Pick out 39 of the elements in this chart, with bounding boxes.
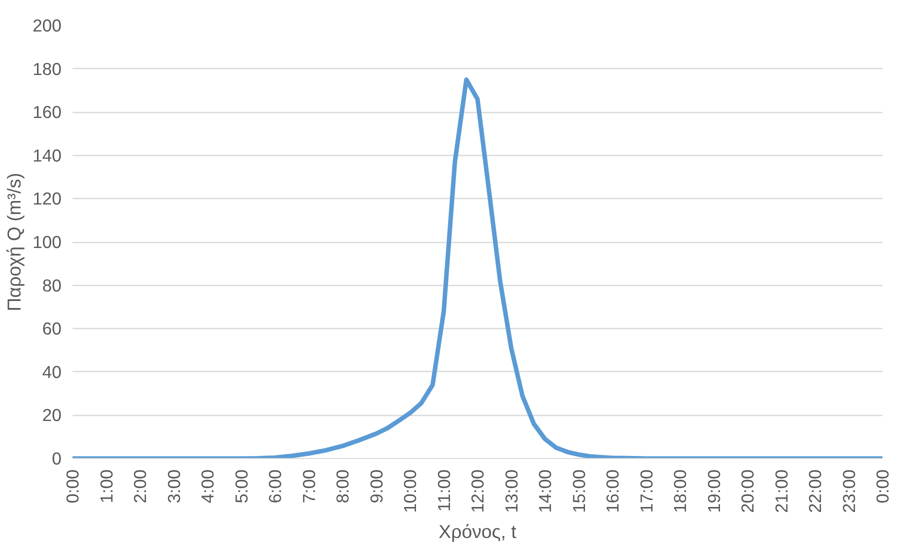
x-tick-label: 0:00 xyxy=(872,469,892,504)
x-tick-label: 16:00 xyxy=(602,469,622,513)
x-tick-label: 8:00 xyxy=(332,469,352,504)
y-tick-label: 80 xyxy=(42,275,62,296)
y-axis-title: Παροχή Q (m³/s) xyxy=(4,172,25,312)
x-tick-label: 7:00 xyxy=(298,469,319,504)
y-tick-label: 0 xyxy=(52,448,62,468)
y-tick-label: 40 xyxy=(42,362,62,382)
line-series xyxy=(72,77,882,458)
x-tick-label: 1:00 xyxy=(96,469,116,504)
x-tick-label: 21:00 xyxy=(771,469,792,513)
y-tick-label: 100 xyxy=(32,232,62,252)
y-tick-label: 140 xyxy=(32,145,62,166)
y-tick-label: 60 xyxy=(42,318,62,339)
y-tick-label: 180 xyxy=(32,58,62,79)
x-tick-label: 14:00 xyxy=(535,469,555,513)
x-tick-label: 13:00 xyxy=(501,469,522,513)
x-tick-label: 18:00 xyxy=(670,469,690,513)
x-tick-label: 23:00 xyxy=(838,469,859,513)
x-tick-label: 5:00 xyxy=(231,469,252,504)
x-tick-label: 3:00 xyxy=(164,469,184,504)
x-tick-label: 20:00 xyxy=(738,469,758,513)
x-axis-title: Χρόνος, t xyxy=(438,520,518,542)
y-tick-label: 120 xyxy=(32,188,62,209)
x-tick-label: 15:00 xyxy=(568,469,589,513)
y-tick-label: 200 xyxy=(32,16,62,36)
x-tick-label: 0:00 xyxy=(62,469,82,504)
x-tick-label: 19:00 xyxy=(704,469,724,513)
x-tick-label: 22:00 xyxy=(805,469,825,513)
x-tick-label: 10:00 xyxy=(400,469,420,513)
x-tick-label: 11:00 xyxy=(434,470,454,512)
x-tick-label: 9:00 xyxy=(366,469,386,504)
x-tick-label: 2:00 xyxy=(130,469,150,504)
y-tick-label: 20 xyxy=(42,405,62,426)
x-tick-label: 12:00 xyxy=(468,469,488,513)
y-tick-label: 160 xyxy=(32,102,62,122)
x-tick-label: 6:00 xyxy=(265,469,285,504)
x-tick-label: 4:00 xyxy=(198,469,218,504)
x-tick-label: 17:00 xyxy=(636,469,656,513)
